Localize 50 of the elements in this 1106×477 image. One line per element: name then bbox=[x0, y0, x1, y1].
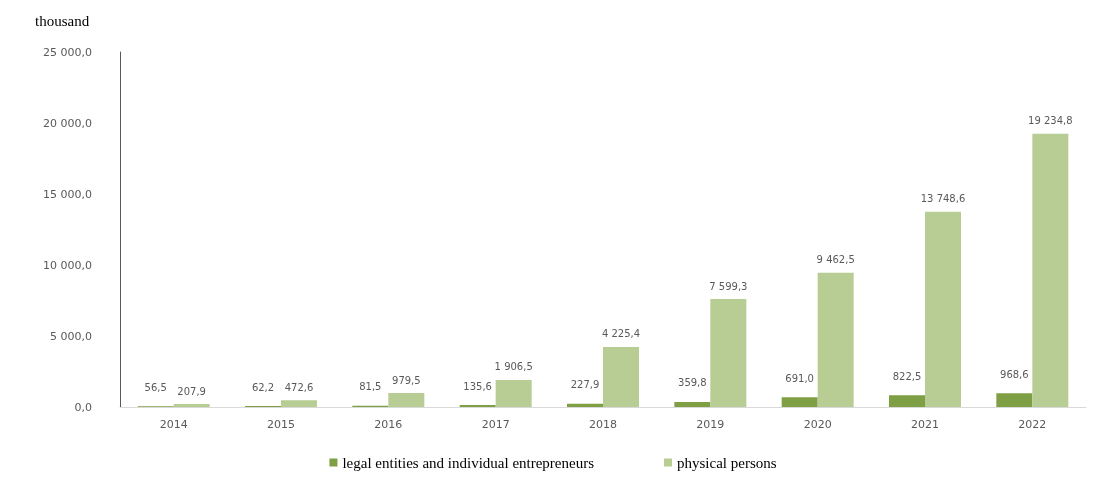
y-tick-label: 5 000,0 bbox=[50, 329, 92, 343]
bar bbox=[173, 404, 210, 407]
bar bbox=[281, 400, 317, 407]
x-tick-label: 2014 bbox=[159, 418, 188, 431]
data-label: 19 234,8 bbox=[1028, 115, 1073, 127]
data-label: 207,9 bbox=[177, 385, 206, 397]
x-tick-label: 2020 bbox=[803, 418, 832, 431]
data-label: 13 748,6 bbox=[920, 193, 966, 205]
y-tick-label: 15 000,0 bbox=[43, 187, 92, 201]
x-tick-label: 2021 bbox=[911, 418, 939, 431]
bar bbox=[603, 347, 639, 407]
x-tick-label: 2015 bbox=[267, 418, 295, 431]
bar bbox=[710, 299, 747, 407]
bar bbox=[925, 211, 961, 407]
x-tick-label: 2019 bbox=[696, 418, 725, 431]
data-label: 979,5 bbox=[392, 374, 421, 386]
bar bbox=[781, 397, 818, 407]
data-label: 135,6 bbox=[463, 380, 492, 392]
data-label: 56,5 bbox=[144, 381, 167, 393]
data-label: 1 906,5 bbox=[494, 361, 533, 373]
legend-label: physical persons bbox=[677, 454, 777, 471]
bar bbox=[996, 393, 1033, 407]
data-label: 359,8 bbox=[678, 377, 707, 389]
bar bbox=[817, 272, 854, 407]
bar bbox=[567, 403, 603, 407]
x-tick-label: 2016 bbox=[374, 418, 403, 431]
data-label: 62,2 bbox=[251, 381, 275, 393]
bar bbox=[889, 395, 925, 407]
data-label: 227,9 bbox=[570, 379, 600, 391]
y-tick-label: 0,0 bbox=[74, 400, 92, 414]
y-tick-label: 25 000,0 bbox=[43, 45, 92, 59]
data-label: 9 462,5 bbox=[816, 254, 855, 266]
bar bbox=[495, 379, 532, 407]
data-label: 822,5 bbox=[892, 370, 922, 382]
x-tick-label: 2018 bbox=[589, 418, 617, 431]
bar bbox=[674, 401, 711, 407]
x-tick-label: 2022 bbox=[1018, 418, 1047, 431]
data-label: 4 225,4 bbox=[601, 328, 641, 340]
bar bbox=[1032, 133, 1069, 407]
data-label: 7 599,3 bbox=[709, 280, 748, 292]
x-tick-label: 2017 bbox=[481, 418, 510, 431]
data-label: 691,0 bbox=[785, 372, 814, 384]
y-tick-label: 10 000,0 bbox=[43, 258, 92, 272]
data-label: 81,5 bbox=[359, 381, 382, 393]
bar bbox=[388, 393, 425, 407]
y-tick-label: 20 000,0 bbox=[43, 116, 92, 130]
data-label: 472,6 bbox=[284, 381, 314, 393]
legend-label: legal entities and individual entrepreneurs bbox=[342, 454, 595, 471]
y-axis-title: thousand bbox=[35, 12, 90, 29]
data-label: 968,6 bbox=[1000, 368, 1029, 380]
